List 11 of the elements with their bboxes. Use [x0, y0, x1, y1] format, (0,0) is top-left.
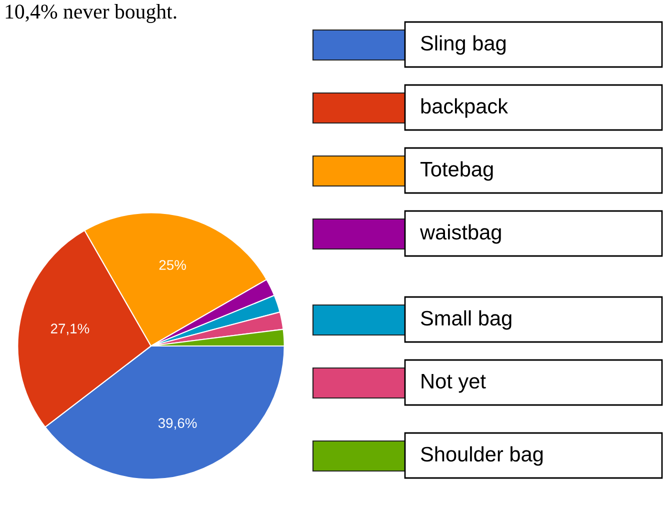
data-label: 39,6% [158, 418, 197, 430]
legend-label: Small bag [420, 310, 512, 330]
legend-label: waistbag [420, 224, 501, 244]
data-label: 27,1% [50, 324, 90, 336]
legend-label: backpack [421, 98, 508, 118]
text: 10,4% never bought. [6, 4, 176, 23]
legend-label: Sling bag [420, 35, 506, 55]
data-label: 25% [159, 260, 186, 270]
legend-label: Totebag [420, 161, 493, 181]
legend-label: Not yet [422, 374, 486, 393]
legend-label: Shoulder bag [420, 446, 543, 466]
